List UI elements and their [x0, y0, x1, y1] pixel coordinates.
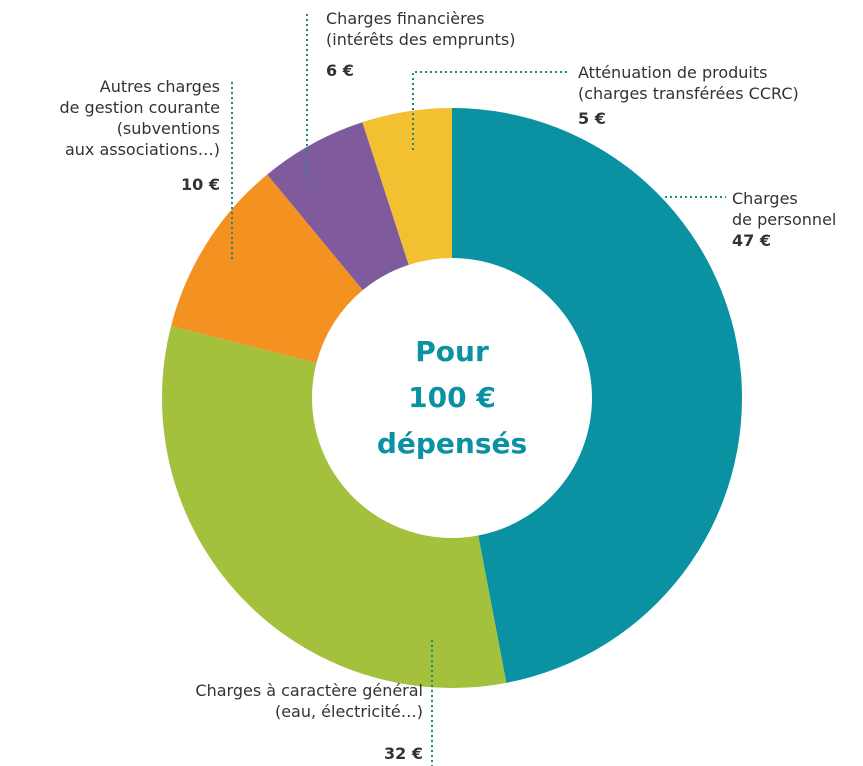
category-label: Charges financières (intérêts des emprun…: [326, 9, 516, 49]
value-label: 47 €: [732, 231, 771, 250]
leader-line: [412, 71, 570, 150]
value-label: 6 €: [326, 61, 354, 80]
donut-segment: [267, 122, 409, 291]
segments: [162, 108, 743, 688]
donut-segment: [362, 108, 452, 265]
donut-segment: [452, 108, 743, 683]
donut-segment: [171, 174, 363, 364]
leaders: [231, 14, 726, 766]
category-label: Autres charges de gestion courante (subv…: [59, 77, 220, 159]
center-label: dépensés: [376, 427, 528, 460]
value-label: 32 €: [384, 744, 423, 763]
category-label: Charges à caractère général (eau, électr…: [195, 681, 423, 721]
category-label: Charges de personnel: [732, 189, 837, 229]
center-label: 100 €: [408, 381, 496, 414]
center-label: Pour: [415, 335, 489, 368]
value-label: 10 €: [181, 175, 220, 194]
donut-segment: [162, 325, 507, 688]
value-label: 5 €: [578, 109, 606, 128]
category-label: Atténuation de produits (charges transfé…: [578, 63, 799, 103]
dotted-ring: [314, 260, 590, 536]
